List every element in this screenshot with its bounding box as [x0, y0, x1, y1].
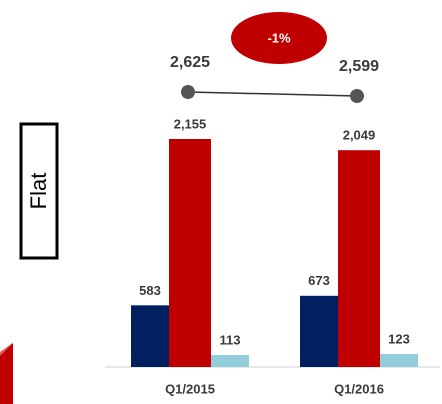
total-marker — [181, 85, 195, 99]
total-marker — [350, 89, 364, 103]
value-label: 2,049 — [343, 128, 376, 143]
value-label: 2,155 — [174, 116, 207, 131]
total-label: 2,625 — [170, 54, 210, 71]
bar — [300, 295, 338, 367]
corner-shape-highlight — [0, 343, 13, 356]
bar — [211, 355, 249, 367]
bar — [380, 353, 418, 367]
bar — [169, 139, 211, 367]
bar — [131, 305, 169, 367]
corner-shape — [0, 343, 13, 404]
value-label: 123 — [388, 331, 410, 346]
value-label: 673 — [308, 273, 330, 288]
value-label: 583 — [139, 283, 161, 298]
x-tick-label: Q1/2016 — [334, 381, 384, 396]
annotation: Flat — [26, 173, 51, 210]
total-label: 2,599 — [339, 58, 379, 75]
x-tick-label: Q1/2015 — [165, 381, 215, 396]
total-line — [187, 91, 358, 97]
value-label: 113 — [220, 332, 241, 347]
change-bubble — [231, 12, 327, 64]
annotation-box — [19, 122, 59, 260]
bar — [338, 150, 380, 367]
change-label: -1% — [267, 30, 291, 45]
